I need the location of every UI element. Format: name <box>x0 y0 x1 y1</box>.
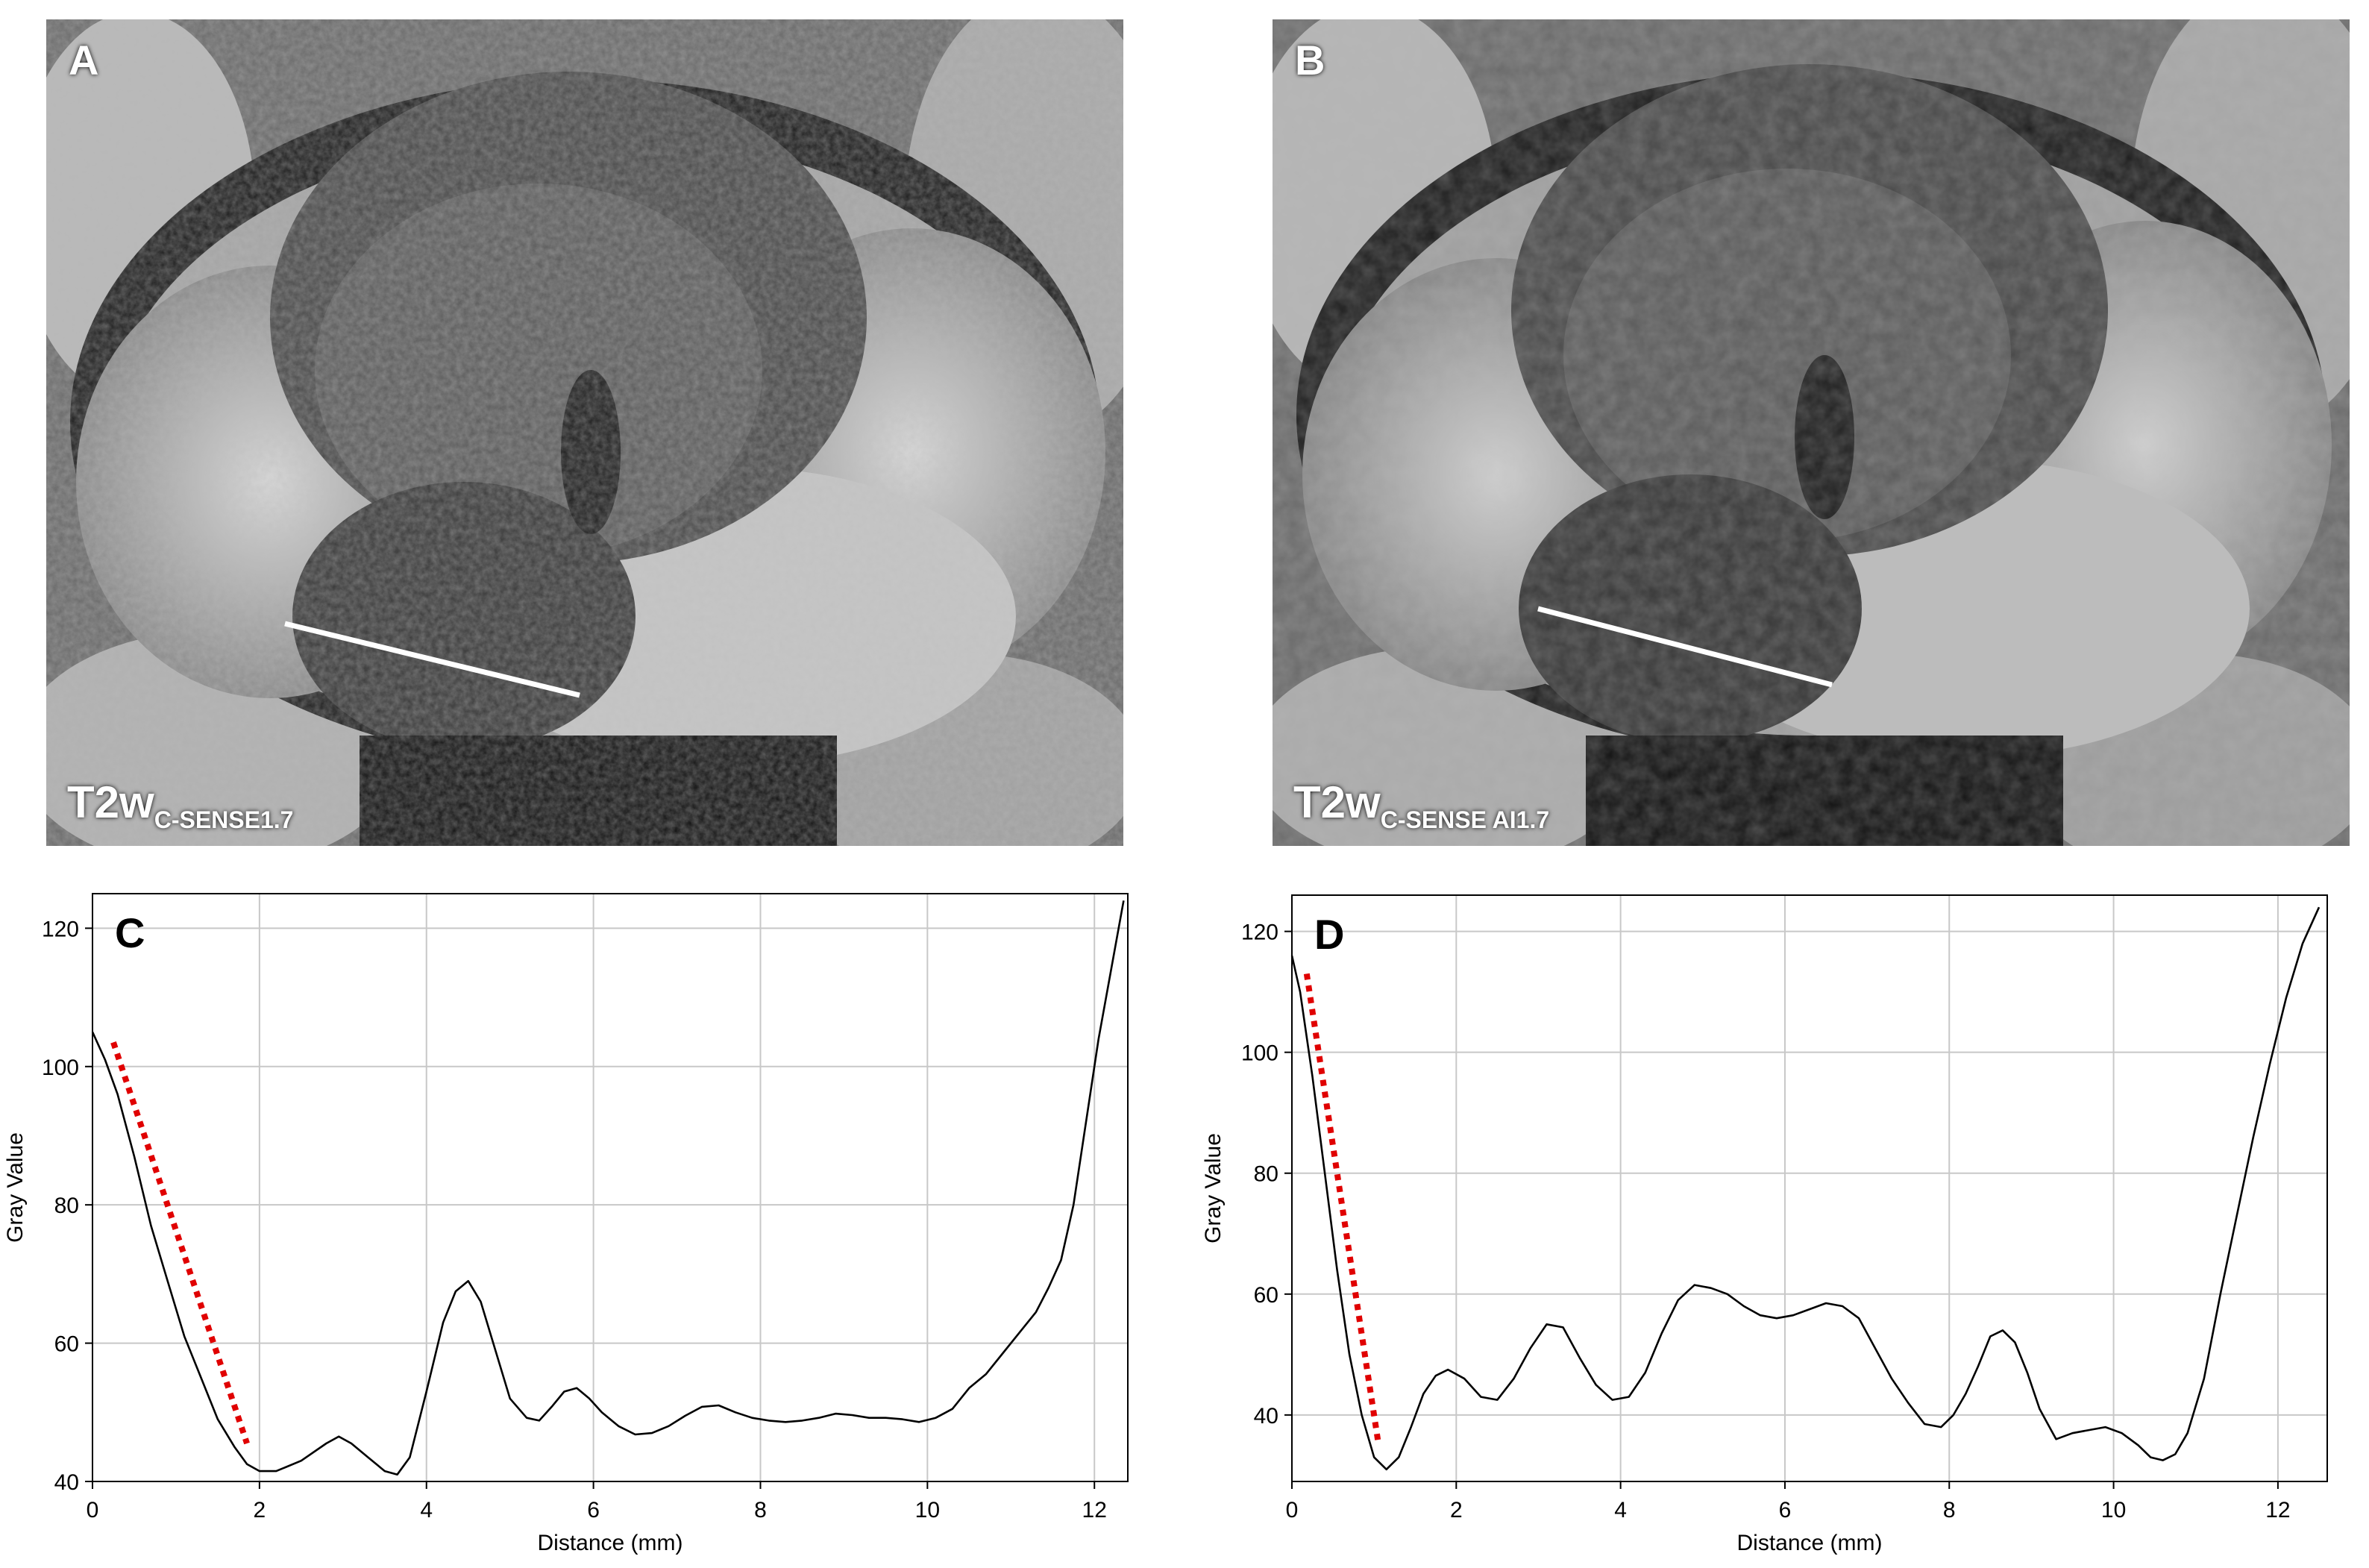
plot-d-slope-annotation <box>1303 973 1381 1443</box>
panel-label-b: B <box>1295 37 1325 84</box>
plot-d-ytick-label: 80 <box>1254 1162 1278 1187</box>
plot-c-ytick-label: 120 <box>42 917 79 941</box>
plot-c-xtick-label: 2 <box>254 1498 266 1522</box>
plot-d-xtick-label: 6 <box>1779 1498 1792 1522</box>
plot-c-ylabel: Gray Value <box>3 1132 28 1243</box>
sequence-label-b: T2wC-SENSE AI1.7 <box>1293 777 1549 833</box>
plot-d-ytick-label: 60 <box>1254 1283 1278 1308</box>
plot-d-xtick-label: 12 <box>2265 1498 2290 1522</box>
plot-c-ytick-label: 40 <box>54 1470 79 1495</box>
plot-d-xtick-label: 0 <box>1286 1498 1299 1522</box>
plot-d-ytick-label: 100 <box>1241 1041 1278 1066</box>
profile-plot-c: 0 2 4 6 8 10 12 40 60 80 100 120 Distance (mm) Gray V… <box>0 871 1164 1564</box>
profile-line-a <box>284 621 580 698</box>
profile-plot-d-svg: 0 2 4 6 8 10 12 40 60 80 100 120 Distance (mm) Gray V… <box>1201 894 2328 1555</box>
sequence-main-b: T2w <box>1293 777 1381 827</box>
profile-plot-d: 0 2 4 6 8 10 12 40 60 80 100 120 Distance (mm) Gray V… <box>1193 871 2369 1564</box>
plot-c-xtick-label: 0 <box>87 1498 99 1522</box>
plot-c-panel-label: C <box>115 909 145 956</box>
sequence-sub-b: C-SENSE AI1.7 <box>1380 806 1550 833</box>
plot-c-xtick-label: 6 <box>587 1498 600 1522</box>
plot-d-ytick-label: 120 <box>1241 921 1278 945</box>
plot-c-xtick-label: 12 <box>1082 1498 1107 1522</box>
mri-image-a: A T2wC-SENSE1.7 <box>46 19 1123 846</box>
plot-d-ylabel: Gray Value <box>1201 1133 1226 1244</box>
plot-d-xlabel: Distance (mm) <box>1736 1531 1882 1555</box>
plot-c-ytick-label: 60 <box>54 1332 79 1357</box>
sequence-sub-a: C-SENSE1.7 <box>154 806 294 833</box>
plot-d-xtick-label: 10 <box>2101 1498 2126 1522</box>
profile-line-b <box>1537 606 1833 688</box>
sequence-main-a: T2w <box>67 777 154 827</box>
plot-d-xtick-label: 8 <box>1943 1498 1956 1522</box>
panel-label-a: A <box>69 37 99 84</box>
mri-image-b: B T2wC-SENSE AI1.7 <box>1273 19 2350 846</box>
plot-c-ytick-label: 100 <box>42 1056 79 1080</box>
plot-d-frame <box>1291 894 2328 1482</box>
plot-c-slope-annotation <box>110 1041 250 1445</box>
plot-c-xlabel: Distance (mm) <box>537 1531 683 1555</box>
plot-c-series-line <box>91 900 1125 1476</box>
plot-c-xtick-label: 4 <box>420 1498 433 1522</box>
plot-c-xtick-label: 8 <box>754 1498 767 1522</box>
sequence-label-a: T2wC-SENSE1.7 <box>67 777 293 833</box>
plot-d-series-line <box>1290 906 2321 1471</box>
plot-c-frame <box>92 893 1129 1482</box>
plot-c-xtick-label: 10 <box>915 1498 940 1522</box>
plot-d-ytick-label: 40 <box>1254 1404 1278 1429</box>
plot-c-ytick-label: 80 <box>54 1194 79 1218</box>
profile-plot-c-svg: 0 2 4 6 8 10 12 40 60 80 100 120 Distance (mm) Gray V… <box>3 893 1129 1555</box>
mri-image-b-graphic <box>1273 19 2350 846</box>
mri-image-a-graphic <box>46 19 1123 846</box>
plot-d-xtick-label: 2 <box>1450 1498 1463 1522</box>
plot-d-xtick-label: 4 <box>1614 1498 1627 1522</box>
plot-d-panel-label: D <box>1314 911 1344 958</box>
